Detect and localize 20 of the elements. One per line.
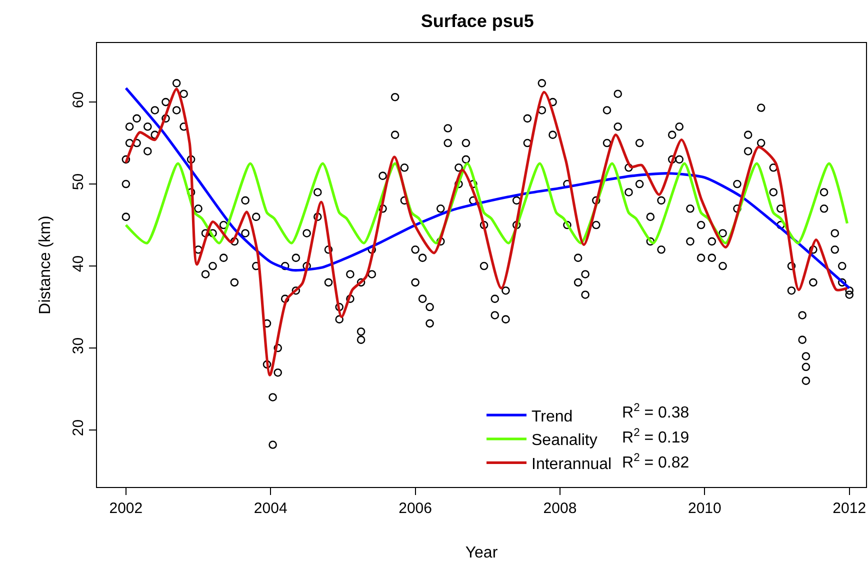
y-tick-label: 60 (70, 91, 87, 108)
annotation: R$^{2}$ = 0.19 (622, 427, 690, 447)
y-axis-title: Distance (km) (36, 216, 54, 314)
x-tick-label: 2012 (832, 500, 866, 517)
annotation: R$^{2}$ = 0.82 (622, 452, 690, 472)
x-tick-label: 2010 (688, 500, 722, 517)
chart-title: Surface psu5 (420, 10, 534, 31)
x-tick-label: 2008 (543, 500, 577, 517)
y-tick-label: 20 (70, 419, 87, 436)
y-tick-label: 50 (70, 173, 87, 190)
y-tick-label: 40 (70, 255, 87, 272)
legend-label: Seanality (532, 432, 598, 450)
annotation: R$^{2}$ = 0.38 (622, 402, 690, 422)
x-axis-title: Year (465, 544, 498, 562)
x-tick-label: 2002 (109, 500, 143, 517)
legend-label: Interannual (532, 456, 612, 473)
x-tick-label: 2006 (398, 500, 432, 517)
legend-label: Trend (532, 408, 573, 426)
y-tick-label: 30 (70, 337, 87, 354)
x-tick-label: 2004 (254, 500, 288, 517)
